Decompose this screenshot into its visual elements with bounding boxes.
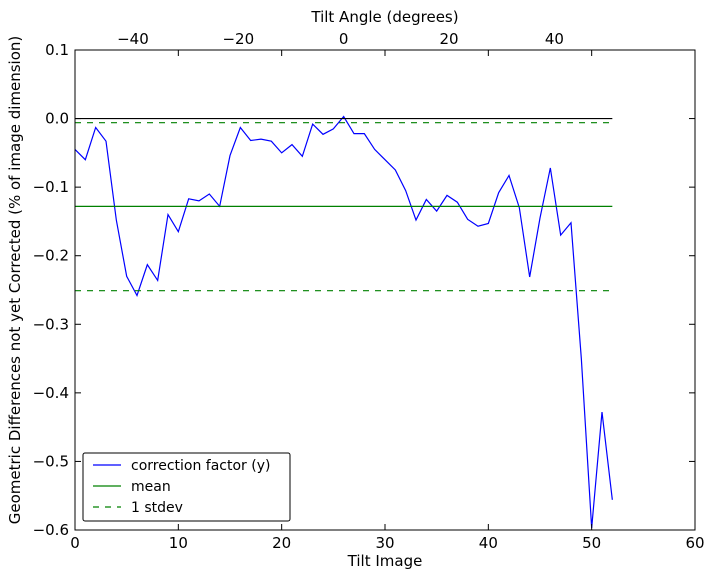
x-axis-label: Tilt Image <box>347 552 423 570</box>
x-tick-label: 20 <box>272 534 291 552</box>
top-tick-label: 20 <box>439 30 458 48</box>
y-tick-label: 0.1 <box>45 41 69 59</box>
x-tick-label: 0 <box>70 534 80 552</box>
y-tick-label: −0.1 <box>33 178 69 196</box>
series-layer <box>74 115 613 528</box>
ticks-layer: 0 10 20 30 40 50 60 −0.6 −0.5 −0.4 −0.3 −0.2 −0.1 0.0… <box>33 30 705 552</box>
series-line-correction-factor-y- <box>74 115 613 528</box>
y-tick-label: −0.6 <box>33 521 69 539</box>
top-tick-label: 0 <box>339 30 349 48</box>
legend: correction factor (y) mean 1 stdev <box>82 452 291 522</box>
legend-label: correction factor (y) <box>131 458 270 474</box>
x-tick-label: 30 <box>375 534 394 552</box>
legend-label: mean <box>131 479 171 495</box>
top-tick-label: 40 <box>545 30 564 48</box>
x-tick-label: 60 <box>685 534 704 552</box>
x-tick-label: 10 <box>169 534 188 552</box>
legend-box <box>82 452 291 522</box>
top-axis-label: Tilt Angle (degrees) <box>310 8 458 26</box>
y-axis-label: Geometric Differences not yet Corrected … <box>6 36 24 525</box>
y-tick-label: −0.3 <box>33 315 69 333</box>
y-tick-label: 0.0 <box>45 110 69 128</box>
top-tick-label: −40 <box>117 30 149 48</box>
x-tick-label: 40 <box>479 534 498 552</box>
y-tick-label: −0.4 <box>33 384 69 402</box>
y-tick-label: −0.2 <box>33 247 69 265</box>
y-tick-label: −0.5 <box>33 452 69 470</box>
x-tick-label: 50 <box>582 534 601 552</box>
legend-label: 1 stdev <box>131 500 183 516</box>
top-tick-label: −20 <box>222 30 254 48</box>
